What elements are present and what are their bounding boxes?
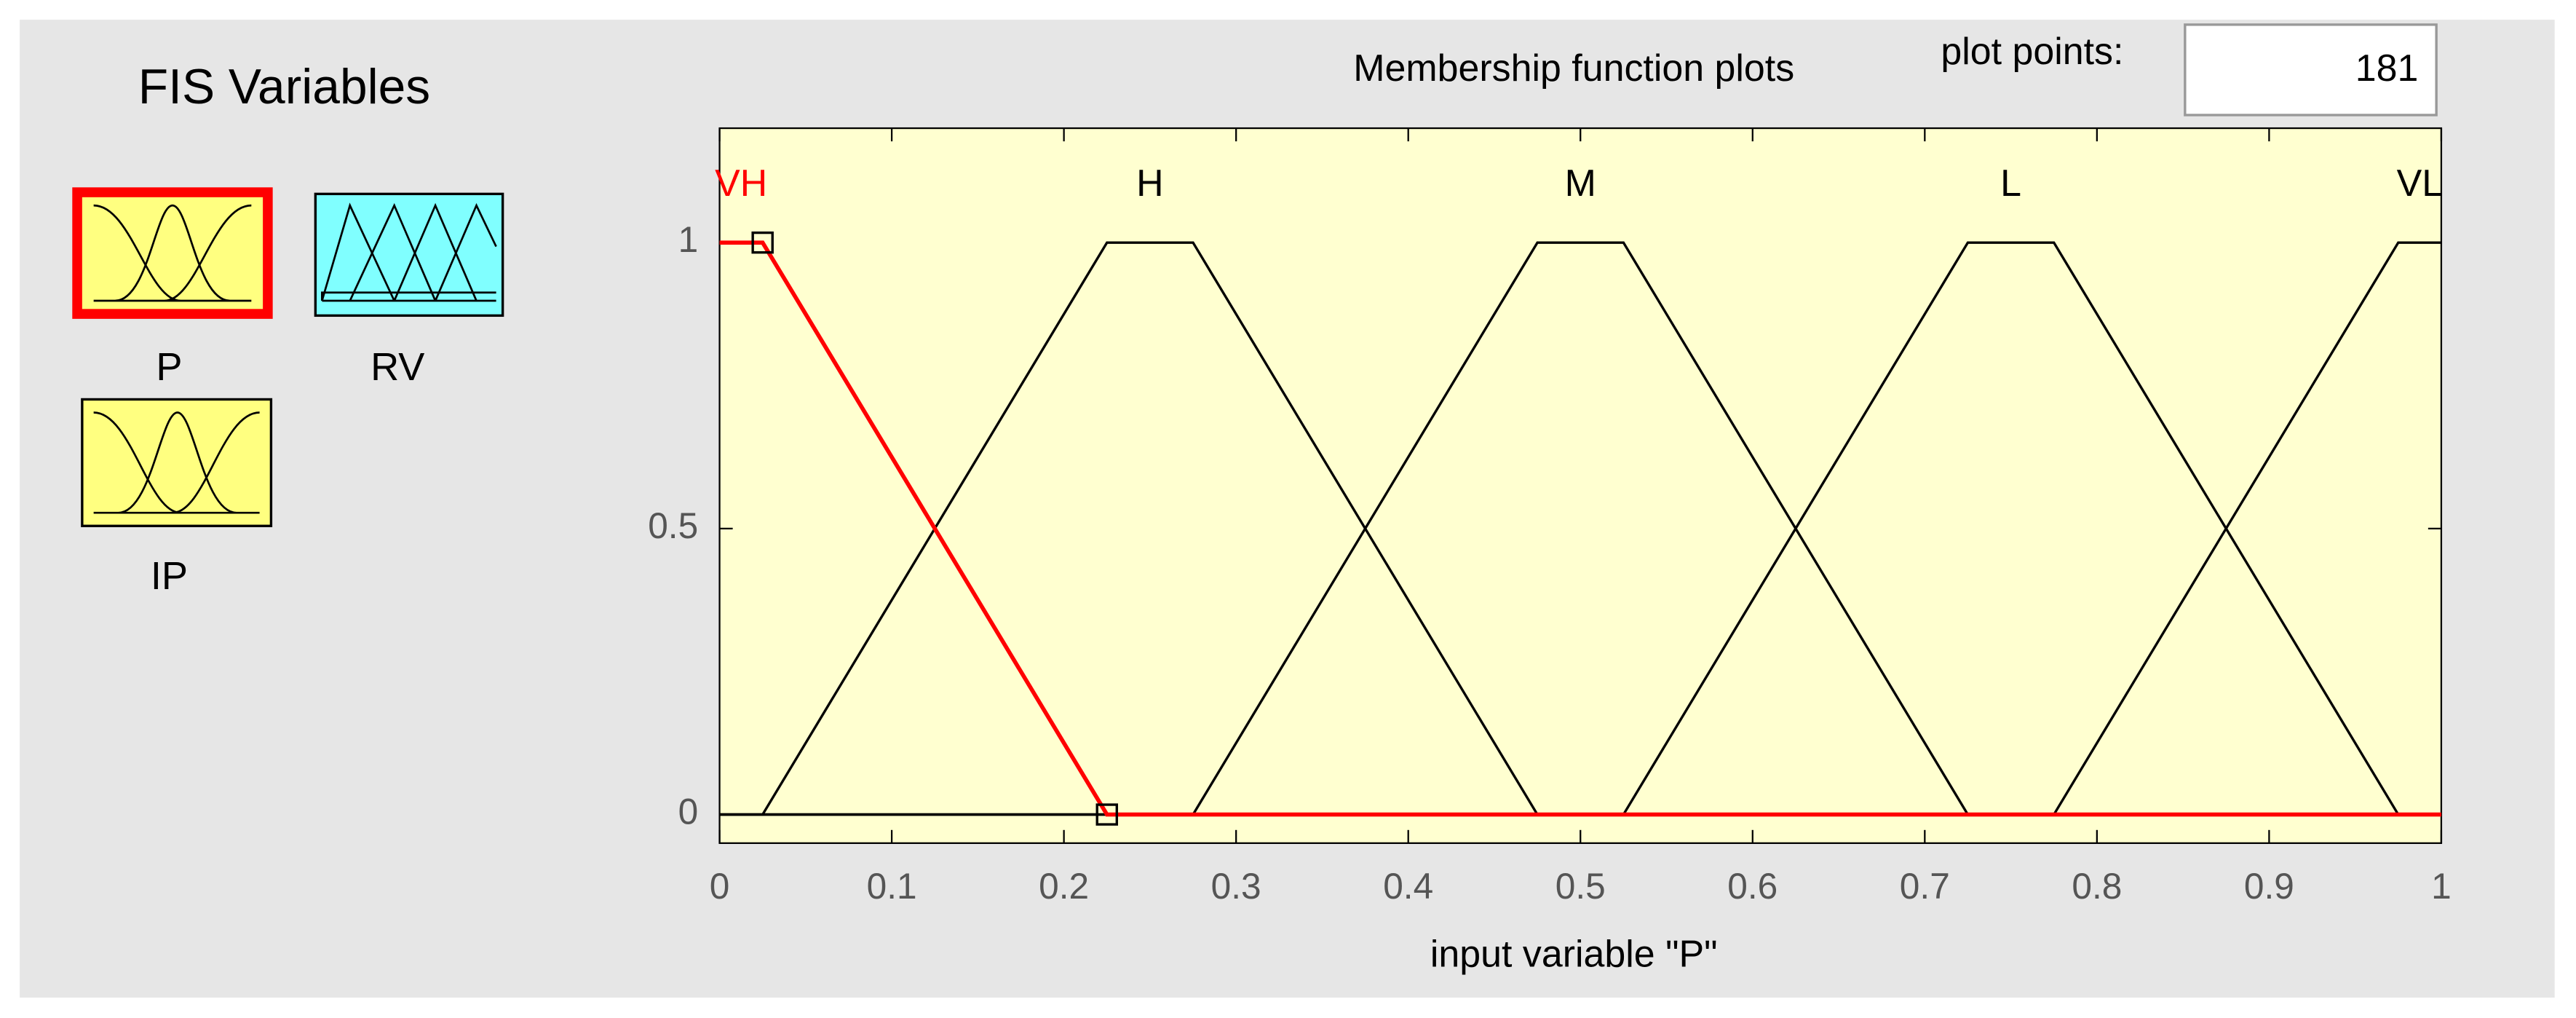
membership-function: [719, 240, 2441, 817]
icon-shape: [321, 202, 497, 302]
plot-points-label: plot points:: [1941, 31, 2123, 73]
plot-area: [718, 127, 2443, 844]
x-tick-label: 0.4: [1383, 866, 1433, 907]
variable-rv[interactable]: [314, 192, 504, 317]
x-tick-label: 0.1: [867, 866, 917, 907]
variable-label: IP: [151, 554, 188, 598]
x-tick-label: 0.6: [1727, 866, 1778, 907]
y-tick-label: 1: [678, 219, 699, 260]
variable-p[interactable]: [72, 187, 273, 319]
y-tick-label: 0.5: [648, 505, 698, 546]
mf-handle: [751, 231, 774, 254]
x-tick-label: 0.2: [1039, 866, 1089, 907]
x-tick-label: 0.5: [1555, 866, 1606, 907]
plot-points-input[interactable]: [2184, 23, 2438, 117]
variable-ip[interactable]: [81, 398, 273, 527]
icon-shape: [93, 411, 260, 514]
y-tick-label: 0: [678, 792, 699, 832]
mf-label: VL: [2397, 162, 2444, 205]
x-tick-label: 0.3: [1211, 866, 1261, 907]
x-tick-label: 0.8: [2072, 866, 2122, 907]
mf-label: H: [1136, 162, 1164, 205]
plot-points-value[interactable]: 181: [2355, 47, 2419, 90]
mf-label: VH: [715, 162, 767, 205]
plot-title: Membership function plots: [1353, 47, 1794, 90]
variable-label: RV: [370, 345, 424, 389]
mf-handle: [1095, 803, 1119, 826]
x-tick-label: 0.9: [2244, 866, 2294, 907]
mf-label: L: [2000, 162, 2021, 205]
mf-label: M: [1565, 162, 1596, 205]
x-tick-label: 0: [710, 866, 730, 907]
variable-icon[interactable]: [72, 187, 273, 319]
variable-icon[interactable]: [81, 398, 273, 527]
fis-title: FIS Variables: [138, 60, 430, 114]
x-tick-label: 0.7: [1900, 866, 1950, 907]
x-axis-label: input variable "P": [1430, 933, 1718, 975]
icon-shape: [93, 204, 252, 302]
variable-label: P: [156, 345, 182, 389]
x-tick-label: 1: [2431, 866, 2452, 907]
